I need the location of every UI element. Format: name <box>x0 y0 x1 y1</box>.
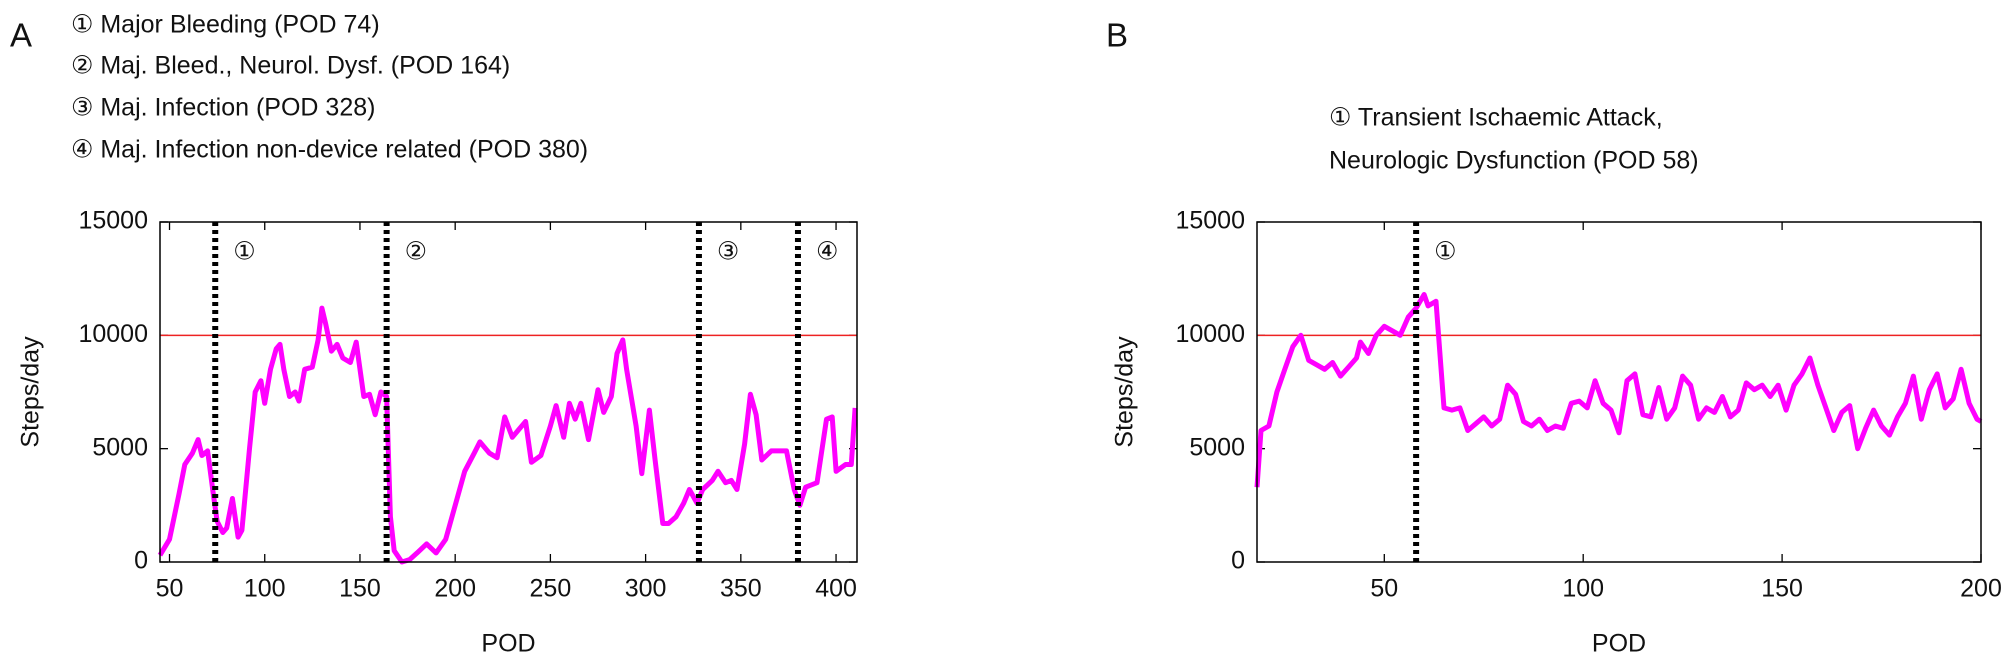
x-tick-label: 200 <box>434 575 476 603</box>
x-tick-label: 150 <box>1761 575 1803 603</box>
x-tick-label: 350 <box>720 575 762 603</box>
panel-label: B <box>1106 17 1128 54</box>
x-tick-label: 400 <box>815 575 857 603</box>
y-tick-label: 5000 <box>92 433 148 461</box>
y-tick-label: 0 <box>134 547 148 575</box>
y-tick-label: 15000 <box>78 207 148 235</box>
annotation: ④ Maj. Infection non-device related (POD… <box>71 136 588 164</box>
data-line <box>1254 292 1983 488</box>
event-label: ① <box>1434 238 1456 266</box>
y-tick-label: 5000 <box>1189 433 1245 461</box>
y-tick-label: 15000 <box>1175 207 1245 235</box>
y-tick-label: 10000 <box>78 320 148 348</box>
y-tick-label: 0 <box>1231 547 1245 575</box>
event-label: ② <box>405 238 427 266</box>
x-tick-label: 300 <box>625 575 667 603</box>
x-axis-label: POD <box>1592 630 1646 658</box>
x-tick-label: 150 <box>339 575 381 603</box>
annotation: ① Transient Ischaemic Attack, <box>1329 104 1663 132</box>
data-line <box>157 305 858 565</box>
event-label: ① <box>233 238 255 266</box>
x-axis-label: POD <box>481 630 535 658</box>
annotation: ② Maj. Bleed., Neurol. Dysf. (POD 164) <box>71 52 510 80</box>
annotation: ③ Maj. Infection (POD 328) <box>71 94 375 122</box>
plot-frame <box>1256 221 1982 563</box>
annotation: Neurologic Dysfunction (POD 58) <box>1329 147 1699 175</box>
y-axis-label: Steps/day <box>17 336 45 448</box>
y-tick-label: 10000 <box>1175 320 1245 348</box>
x-tick-label: 50 <box>156 575 184 603</box>
x-tick-label: 100 <box>1562 575 1604 603</box>
event-label: ③ <box>717 238 739 266</box>
panel-label: A <box>10 17 32 54</box>
y-axis-label: Steps/day <box>1111 336 1139 448</box>
annotation: ① Major Bleeding (POD 74) <box>71 11 380 39</box>
x-tick-label: 200 <box>1960 575 2002 603</box>
plot-frame <box>159 221 858 563</box>
x-tick-label: 100 <box>244 575 286 603</box>
x-tick-label: 250 <box>530 575 572 603</box>
event-label: ④ <box>816 238 838 266</box>
x-tick-label: 50 <box>1370 575 1398 603</box>
